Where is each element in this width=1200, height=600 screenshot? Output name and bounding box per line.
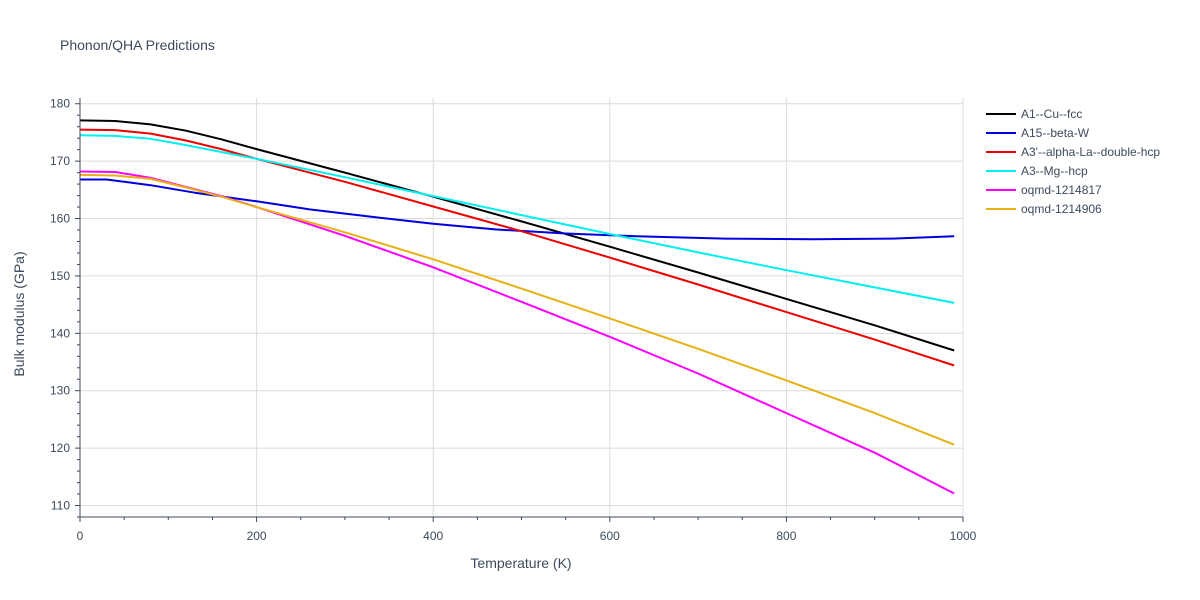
y-tick-label: 180 (50, 97, 70, 111)
legend-label-0: A1--Cu--fcc (1021, 107, 1082, 121)
x-tick-label: 800 (776, 529, 796, 543)
legend: A1--Cu--fcc A15--beta-W A3'--alpha-La--dou… (986, 107, 1160, 216)
x-axis-title: Temperature (K) (470, 555, 571, 571)
y-tick-label: 150 (50, 269, 70, 283)
grid-layer (80, 98, 964, 517)
x-tick-label: 0 (77, 529, 84, 543)
series-line-3 (79, 134, 955, 304)
legend-label-4: oqmd-1214817 (1021, 183, 1102, 197)
y-axis-title: Bulk modulus (GPa) (11, 251, 27, 376)
series-layer (79, 119, 955, 495)
y-tick-label: 130 (50, 384, 70, 398)
x-tick-label: 600 (600, 529, 620, 543)
y-tick-label: 140 (50, 326, 70, 340)
chart-title: Phonon/QHA Predictions (60, 37, 215, 53)
y-tick-label: 110 (51, 499, 70, 513)
series-line-2 (79, 128, 955, 367)
y-tick-label: 120 (50, 441, 70, 455)
x-tick-label: 400 (423, 529, 443, 543)
y-tick-label: 170 (50, 154, 70, 168)
legend-label-2: A3'--alpha-La--double-hcp (1021, 145, 1160, 159)
x-tick-label: 200 (247, 529, 267, 543)
x-tick-label: 1000 (950, 529, 977, 543)
series-line-1 (80, 178, 955, 241)
axes-layer: 0 200 400 600 800 1000 110 120 130 140 150 160 170 18… (50, 97, 977, 543)
y-tick-label: 160 (50, 212, 70, 226)
legend-label-3: A3--Mg--hcp (1021, 164, 1088, 178)
legend-label-1: A15--beta-W (1021, 126, 1090, 140)
series-line-5 (79, 173, 955, 446)
series-line-0 (79, 119, 955, 352)
legend-label-5: oqmd-1214906 (1021, 202, 1102, 216)
